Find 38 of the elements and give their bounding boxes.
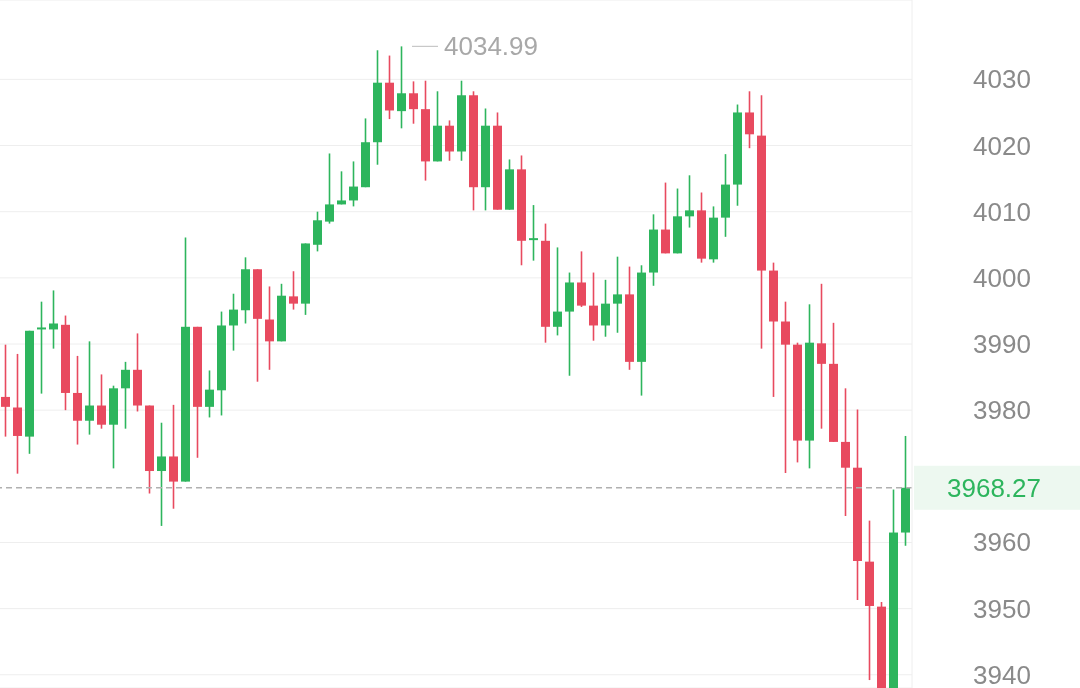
candlestick (577, 250, 586, 308)
candlestick (409, 80, 418, 125)
y-tick-label: 4030 (973, 64, 1031, 95)
y-tick-label: 3960 (973, 527, 1031, 558)
candlestick (289, 270, 298, 311)
y-tick-label: 3990 (973, 329, 1031, 359)
candlestick (325, 152, 334, 225)
candlestick (97, 373, 106, 430)
candlestick (745, 90, 754, 149)
candlestick (661, 181, 670, 255)
candlestick (229, 292, 238, 352)
y-tick-label: 3950 (973, 593, 1031, 624)
candlestick (781, 300, 790, 474)
y-tick-label: 4010 (973, 196, 1031, 227)
candlestick (85, 340, 94, 436)
candlestick (157, 421, 166, 527)
candlestick (529, 204, 538, 262)
candlestick (205, 369, 214, 419)
y-tick-label: 3980 (973, 395, 1031, 426)
candlestick (613, 255, 622, 334)
candlestick (37, 300, 46, 395)
candlestick (265, 285, 274, 371)
y-tick-label: 4020 (973, 130, 1031, 161)
candlestick (337, 170, 346, 206)
candlestick (349, 160, 358, 208)
annotation: 4034.99 (444, 31, 538, 62)
candlestick (601, 279, 610, 338)
candlestick (1, 343, 10, 438)
candlestick (817, 283, 826, 430)
candlestick (589, 271, 598, 342)
candlestick (685, 174, 694, 229)
candlestick (553, 246, 562, 337)
candlestick (397, 45, 406, 130)
candlestick (49, 289, 58, 350)
candlestick (121, 361, 130, 430)
y-tick-label: 3940 (973, 659, 1031, 688)
y-tick-label: 4000 (973, 262, 1031, 293)
ref-line-label: 3968.27 (947, 472, 1041, 503)
